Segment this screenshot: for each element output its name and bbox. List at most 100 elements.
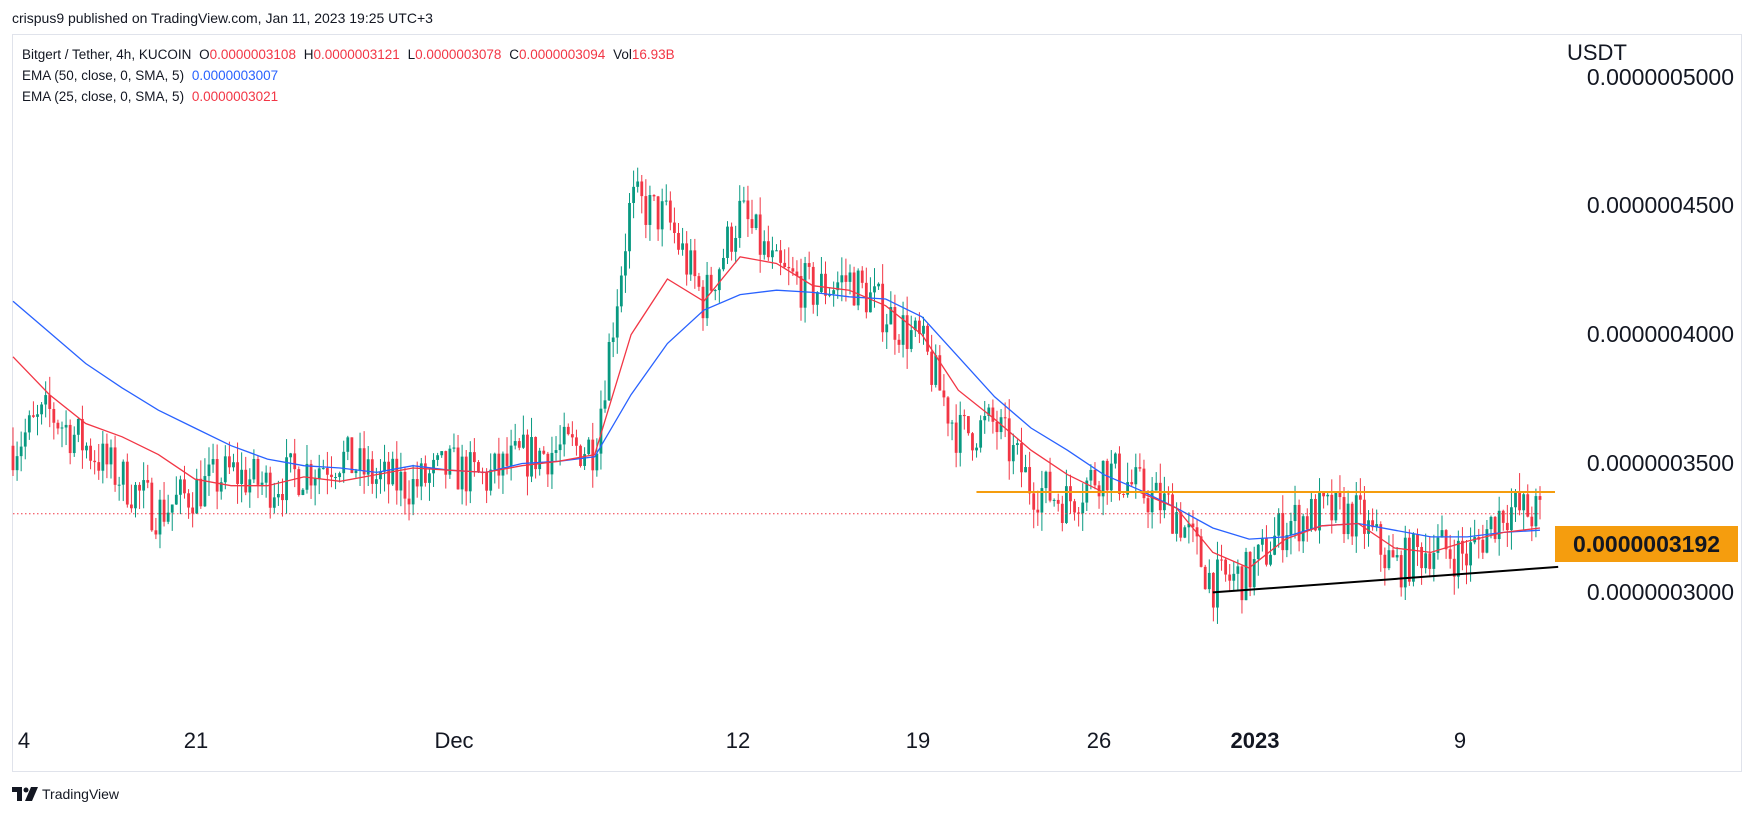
candle-body — [1412, 534, 1415, 582]
candle-body — [301, 489, 305, 495]
candle-body — [881, 283, 885, 333]
candle-body — [950, 422, 954, 424]
x-tick-label: 21 — [183, 728, 209, 753]
candle-body — [534, 437, 538, 470]
candle-body — [746, 200, 750, 220]
candle-body — [272, 497, 276, 508]
candle-body — [1493, 516, 1497, 540]
candle-body — [1354, 495, 1358, 537]
candle-body — [48, 395, 52, 409]
candle-body — [1113, 453, 1117, 464]
candle-body — [134, 484, 137, 509]
candle-body — [856, 270, 860, 306]
x-tick-label: 9 — [1453, 728, 1467, 753]
candle-body — [1318, 492, 1321, 531]
candle-body — [285, 457, 288, 501]
candle-body — [681, 243, 684, 250]
candle-body — [1118, 453, 1121, 494]
candle-body — [1297, 504, 1301, 542]
candle-body — [411, 479, 415, 505]
candle-body — [803, 263, 807, 308]
candle-body — [1081, 502, 1085, 514]
candle-body — [244, 469, 248, 493]
footer-brand-text: TradingView — [42, 786, 120, 802]
candle-body — [987, 407, 991, 416]
candle-body — [354, 470, 358, 474]
candle-body — [1228, 574, 1232, 581]
candle-body — [730, 226, 733, 252]
candle-body — [40, 404, 43, 415]
candle-body — [505, 453, 509, 466]
legend-ema50-row[interactable]: EMA (50, close, 0, SMA, 5) 0.0000003007 — [22, 65, 675, 86]
candle-body — [611, 337, 615, 343]
legend-volume-label: Vol — [613, 47, 632, 62]
x-tick-label: 12 — [725, 728, 751, 753]
candle-body — [162, 499, 166, 522]
chart-legend: Bitgert / Tether, 4h, KUCOIN O0.00000031… — [22, 44, 675, 107]
candle-body — [913, 320, 917, 331]
candle-body — [448, 448, 452, 475]
candle-body — [628, 202, 631, 252]
candle-body — [615, 306, 619, 338]
candle-body — [517, 441, 521, 448]
candle-body — [121, 461, 125, 485]
candle-body — [130, 504, 133, 509]
candle-body — [983, 415, 987, 421]
y-tick-label: 0.0000003000 — [1586, 579, 1734, 605]
candle-body — [76, 418, 80, 435]
candle-body — [713, 290, 717, 292]
candle-body — [1007, 418, 1011, 462]
candle-body — [595, 453, 599, 471]
candle-body — [493, 453, 497, 470]
candle-body — [717, 269, 721, 291]
candle-body — [1522, 494, 1526, 511]
candle-body — [1420, 546, 1423, 569]
candle-body — [1273, 535, 1277, 555]
candle-body — [1326, 494, 1330, 497]
legend-ema25-value: 0.0000003021 — [191, 89, 279, 104]
candle-body — [27, 415, 31, 433]
candle-body — [436, 455, 440, 460]
legend-ema50-value: 0.0000003007 — [191, 68, 279, 83]
candle-body — [1534, 496, 1538, 527]
candle-body — [685, 243, 689, 275]
candle-body — [521, 434, 525, 448]
candle-body — [1452, 558, 1456, 577]
candle-body — [501, 453, 505, 476]
candle-body — [791, 268, 795, 272]
legend-close-label: C — [509, 47, 519, 62]
candle-body — [36, 414, 39, 417]
candle-body — [366, 459, 370, 475]
candle-body — [962, 414, 966, 417]
candle-body — [1064, 486, 1068, 523]
candle-body — [877, 283, 880, 287]
candle-body — [562, 426, 566, 445]
candle-body — [1015, 443, 1019, 446]
candle-body — [1052, 499, 1056, 501]
legend-ohlc-row[interactable]: Bitgert / Tether, 4h, KUCOIN O0.00000031… — [22, 44, 675, 65]
candle-body — [68, 424, 72, 454]
candle-body — [930, 351, 934, 385]
candle-body — [60, 427, 64, 429]
candle-body — [187, 493, 190, 508]
candle-body — [1199, 536, 1203, 567]
x-tick-label: 26 — [1086, 728, 1112, 753]
candle-body — [1024, 467, 1027, 473]
y-tick-label: 0.0000005000 — [1586, 64, 1734, 90]
legend-ema25-row[interactable]: EMA (25, close, 0, SMA, 5) 0.0000003021 — [22, 86, 675, 107]
candle-body — [538, 450, 542, 470]
candle-body — [762, 241, 766, 255]
candle-body — [1256, 544, 1260, 560]
candle-body — [1358, 495, 1362, 500]
candle-body — [558, 444, 562, 451]
candle-body — [1207, 572, 1211, 590]
chart-frame[interactable] — [12, 34, 1742, 772]
candle-body — [207, 464, 211, 477]
candle-body — [1134, 467, 1138, 485]
candle-body — [893, 307, 897, 340]
candle-body — [236, 462, 239, 484]
candle-body — [1248, 551, 1252, 588]
candle-body — [276, 494, 280, 498]
footer-branding[interactable]: TradingView — [12, 786, 119, 802]
